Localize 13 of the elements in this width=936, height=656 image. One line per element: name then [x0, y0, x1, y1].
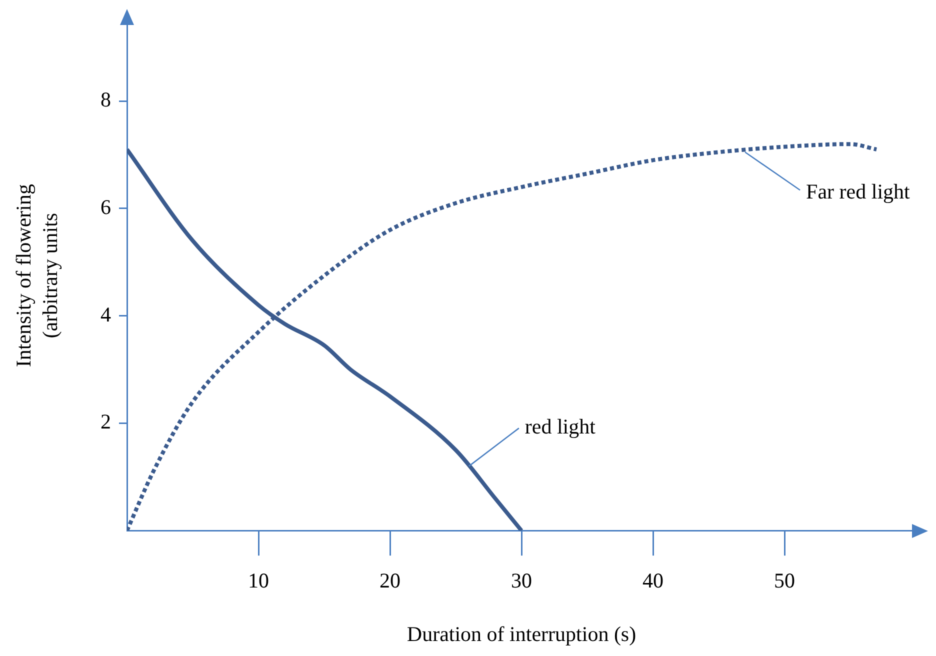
x-tick-label: 30	[511, 568, 532, 593]
x-tick-label: 40	[642, 568, 664, 593]
x-tick-label: 20	[380, 568, 400, 593]
y-tick-label: 8	[100, 88, 111, 112]
y-tick-label: 6	[100, 195, 111, 220]
x-tick-label: 50	[774, 568, 795, 593]
y-axis-title: Intensity of flowering (arbitrary units	[12, 184, 62, 368]
annotation: Far red light	[806, 180, 910, 204]
annotation: red light	[524, 414, 596, 439]
x-tick-label: 10	[248, 568, 269, 593]
y-tick-label: 4	[100, 302, 112, 326]
y-tick-label: 2	[100, 410, 111, 434]
x-axis-title: Duration of interruption (s)	[406, 622, 636, 646]
